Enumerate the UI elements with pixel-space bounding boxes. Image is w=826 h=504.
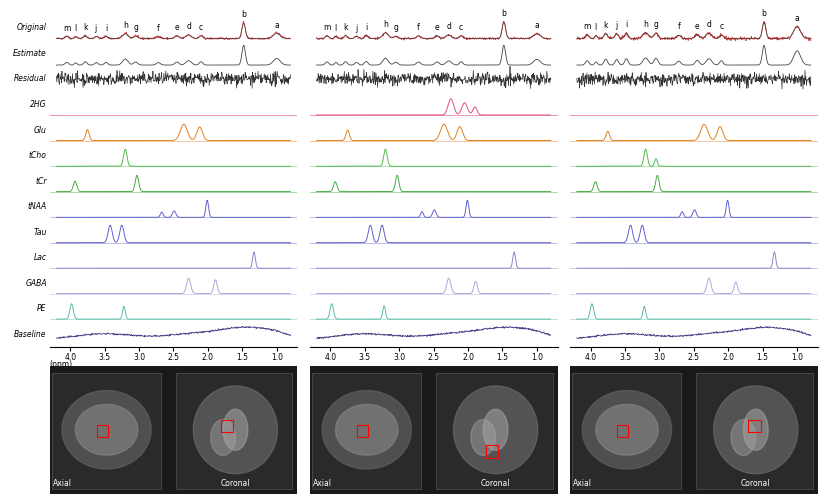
Text: d: d [446, 22, 451, 31]
Polygon shape [714, 386, 798, 474]
Text: b: b [241, 11, 246, 20]
Text: m: m [63, 24, 70, 33]
Bar [357, 425, 368, 437]
Y-axis label: 2HG: 2HG [31, 100, 47, 109]
Polygon shape [322, 391, 411, 469]
Text: h: h [643, 20, 648, 29]
Text: m: m [323, 23, 330, 32]
Text: e: e [695, 22, 700, 31]
Y-axis label: GABA: GABA [25, 279, 47, 288]
Text: C: C [686, 0, 701, 4]
Y-axis label: Original: Original [17, 23, 47, 32]
Text: m: m [583, 22, 591, 31]
Text: l: l [334, 24, 336, 33]
Text: k: k [604, 21, 608, 30]
Text: c: c [199, 23, 203, 32]
Bar [312, 373, 421, 489]
Y-axis label: Residual: Residual [14, 75, 47, 84]
Text: Axial: Axial [52, 479, 72, 488]
Text: l: l [74, 24, 76, 33]
Text: a: a [274, 21, 279, 30]
Text: k: k [83, 23, 88, 32]
Polygon shape [483, 409, 508, 450]
Bar [436, 373, 553, 489]
Text: j: j [615, 21, 617, 30]
Polygon shape [582, 391, 672, 469]
Y-axis label: tNAA: tNAA [27, 202, 47, 211]
Text: f: f [417, 23, 420, 32]
Polygon shape [211, 419, 235, 456]
Bar [486, 445, 498, 458]
Bar [97, 425, 107, 437]
Text: h: h [123, 21, 128, 30]
Text: k: k [344, 23, 348, 32]
Polygon shape [75, 404, 138, 455]
Y-axis label: Tau: Tau [33, 228, 47, 237]
Text: i: i [105, 24, 107, 33]
Text: h: h [383, 20, 388, 29]
Polygon shape [193, 386, 278, 474]
Bar [52, 373, 161, 489]
Text: e: e [174, 23, 179, 32]
Text: c: c [459, 23, 463, 32]
Text: g: g [133, 23, 138, 32]
Y-axis label: PE: PE [37, 304, 47, 313]
Y-axis label: tCho: tCho [29, 151, 47, 160]
Y-axis label: Baseline: Baseline [14, 330, 47, 339]
Text: Coronal: Coronal [481, 479, 510, 488]
Y-axis label: Glu: Glu [34, 125, 47, 135]
Text: e: e [434, 23, 439, 32]
Polygon shape [223, 409, 248, 450]
Bar [221, 419, 233, 432]
Text: b: b [762, 9, 767, 18]
Text: a: a [534, 21, 539, 30]
Text: A: A [166, 0, 181, 4]
Polygon shape [471, 419, 496, 456]
Bar [748, 419, 761, 432]
Text: b: b [501, 9, 506, 18]
Text: a: a [795, 14, 800, 23]
Polygon shape [62, 391, 151, 469]
Y-axis label: Lac: Lac [34, 254, 47, 262]
Bar [617, 425, 628, 437]
Bar [696, 373, 813, 489]
Bar [572, 373, 681, 489]
Bar [176, 373, 292, 489]
Text: c: c [719, 22, 724, 31]
Text: g: g [653, 20, 658, 29]
Y-axis label: tCr: tCr [36, 177, 47, 185]
Text: Coronal: Coronal [221, 479, 250, 488]
Text: i: i [625, 20, 628, 29]
Polygon shape [743, 409, 768, 450]
Polygon shape [731, 419, 756, 456]
Text: Axial: Axial [312, 479, 332, 488]
Text: d: d [706, 20, 711, 29]
Polygon shape [453, 386, 538, 474]
Y-axis label: Estimate: Estimate [13, 49, 47, 58]
Text: l: l [594, 23, 596, 32]
Text: j: j [94, 24, 97, 33]
Polygon shape [335, 404, 398, 455]
Text: B: B [426, 0, 441, 4]
Text: j: j [354, 24, 357, 33]
Text: f: f [157, 24, 159, 33]
Text: g: g [393, 23, 398, 32]
Polygon shape [596, 404, 658, 455]
Text: (ppm): (ppm) [50, 360, 73, 369]
Text: Coronal: Coronal [741, 479, 771, 488]
Text: d: d [186, 22, 191, 31]
Text: i: i [365, 23, 368, 32]
Text: f: f [677, 22, 680, 31]
Text: Axial: Axial [572, 479, 592, 488]
